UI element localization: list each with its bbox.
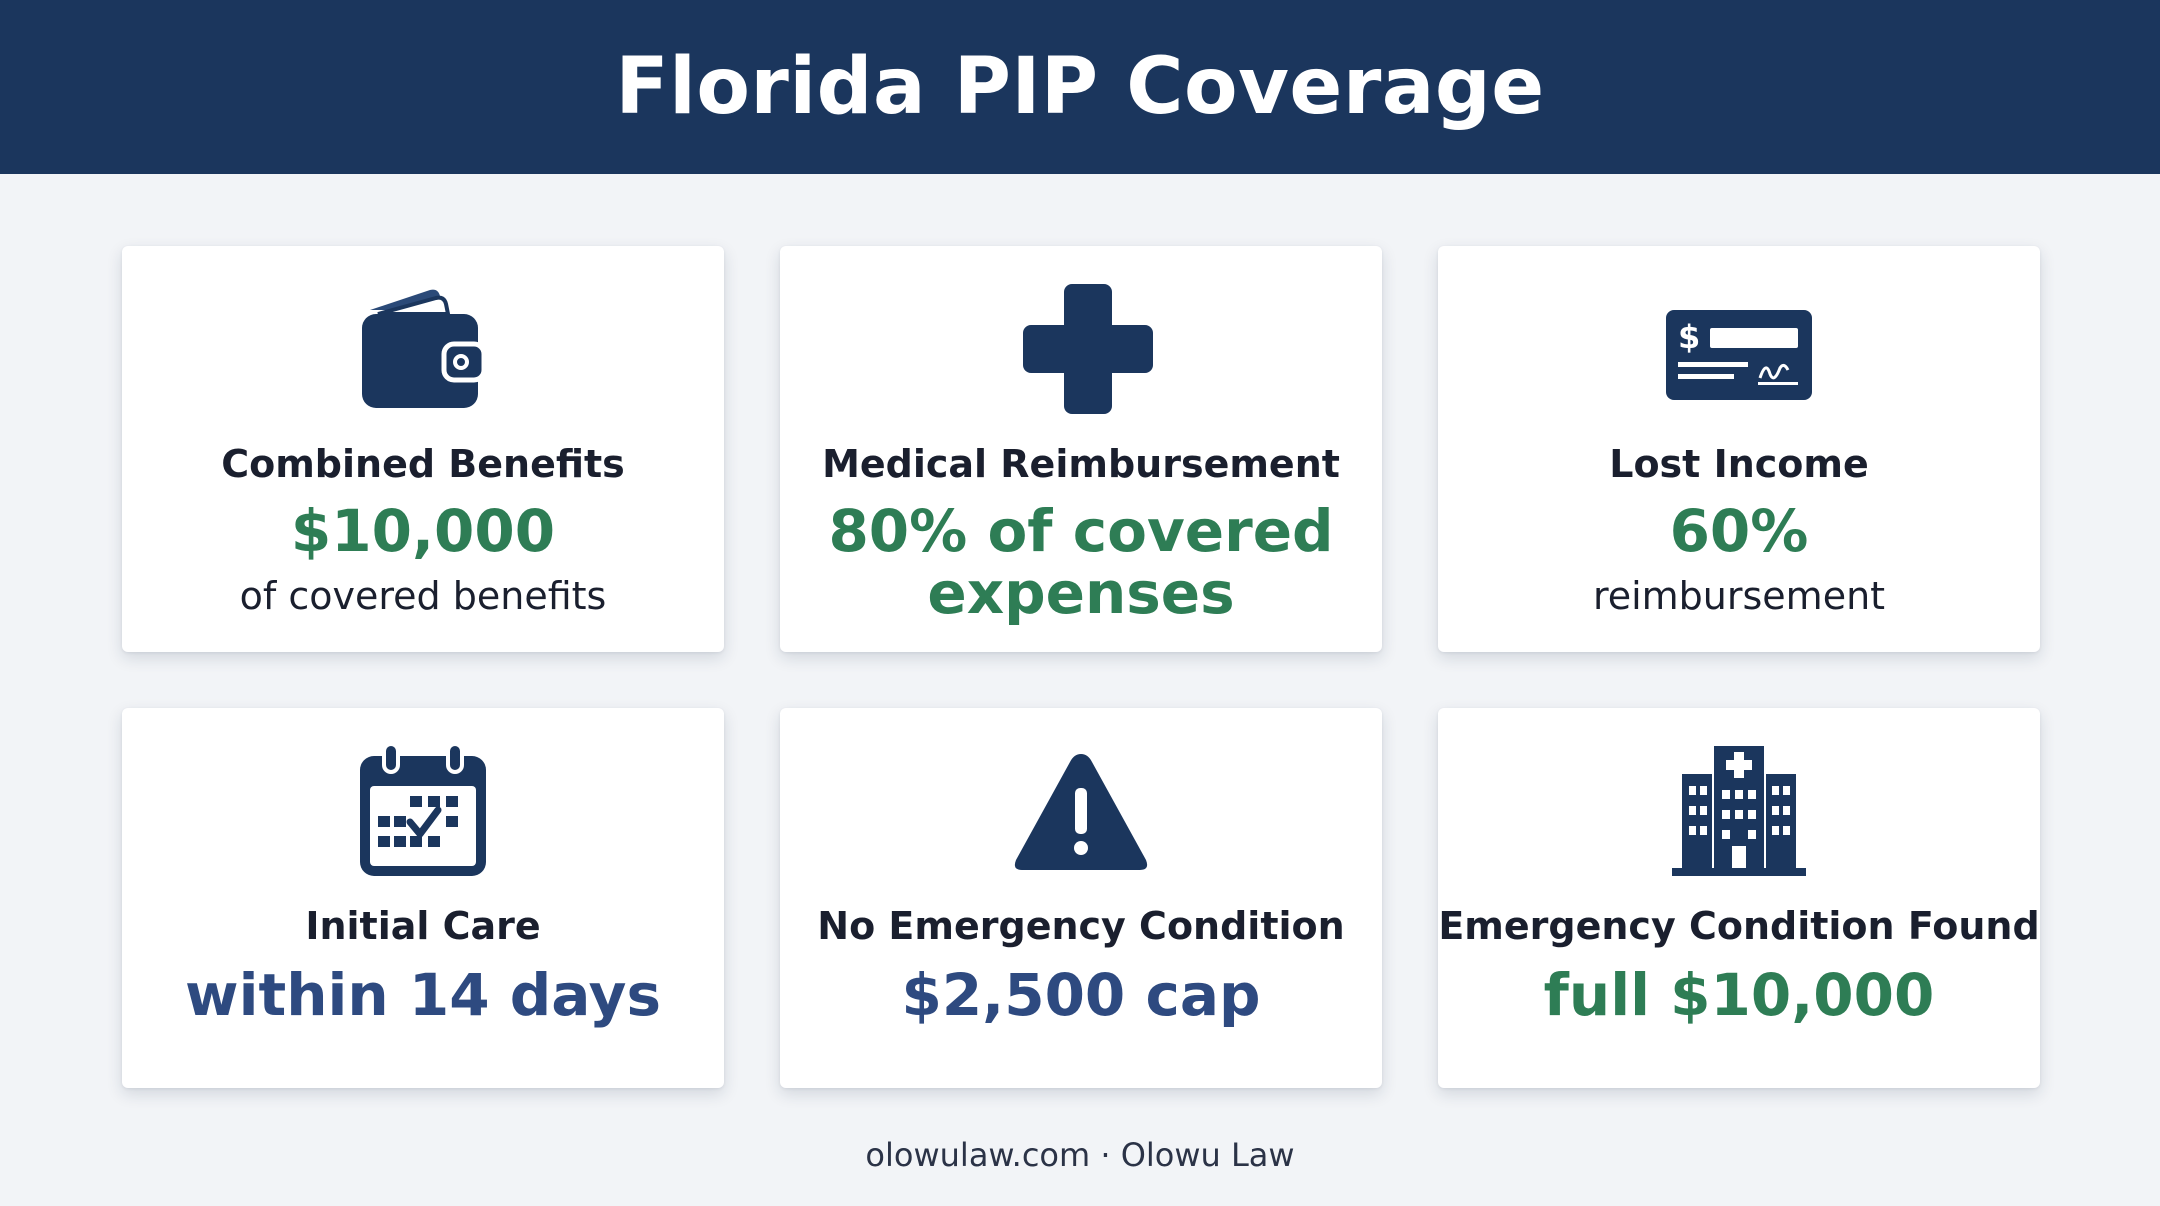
svg-text:$: $ (1678, 318, 1700, 356)
wallet-icon (362, 289, 487, 408)
card-value: $2,500 cap (901, 961, 1261, 1029)
card-subtitle: reimbursement (1592, 574, 1886, 618)
warning-icon (1014, 754, 1148, 870)
card-medical-reimbursement: Medical Reimbursement 80% of covered exp… (780, 246, 1382, 652)
card-emergency-condition-found: Emergency Condition Found full $10,000 (1438, 708, 2040, 1088)
card-lost-income: $ Lost Income 60% reimbursement (1438, 246, 2040, 652)
card-subtitle: of covered benefits (239, 574, 607, 618)
card-title: Emergency Condition Found (1438, 904, 2040, 948)
card-title: No Emergency Condition (817, 904, 1345, 948)
hospital-icon (1672, 746, 1806, 876)
card-value: 60% (1669, 497, 1809, 565)
card-value: within 14 days (185, 961, 661, 1029)
card-value: $10,000 (290, 497, 556, 565)
card-value: 80% of covered expenses (828, 497, 1334, 627)
header-banner: Florida PIP Coverage (0, 0, 2160, 174)
card-title: Initial Care (305, 904, 541, 948)
card-no-emergency-condition: No Emergency Condition $2,500 cap (780, 708, 1382, 1088)
medical-cross-icon (1023, 284, 1153, 414)
card-value: full $10,000 (1543, 961, 1935, 1029)
card-combined-benefits: Combined Benefits $10,000 of covered ben… (122, 246, 724, 652)
calendar-icon (360, 742, 486, 876)
card-title: Combined Benefits (221, 442, 625, 486)
page-title: Florida PIP Coverage (615, 42, 1545, 132)
card-initial-care: Initial Care within 14 days (122, 708, 724, 1088)
card-title: Medical Reimbursement (822, 442, 1340, 486)
check-payment-icon: $ (1666, 310, 1812, 400)
card-title: Lost Income (1609, 442, 1869, 486)
footer-credit: olowulaw.com · Olowu Law (865, 1136, 1295, 1174)
